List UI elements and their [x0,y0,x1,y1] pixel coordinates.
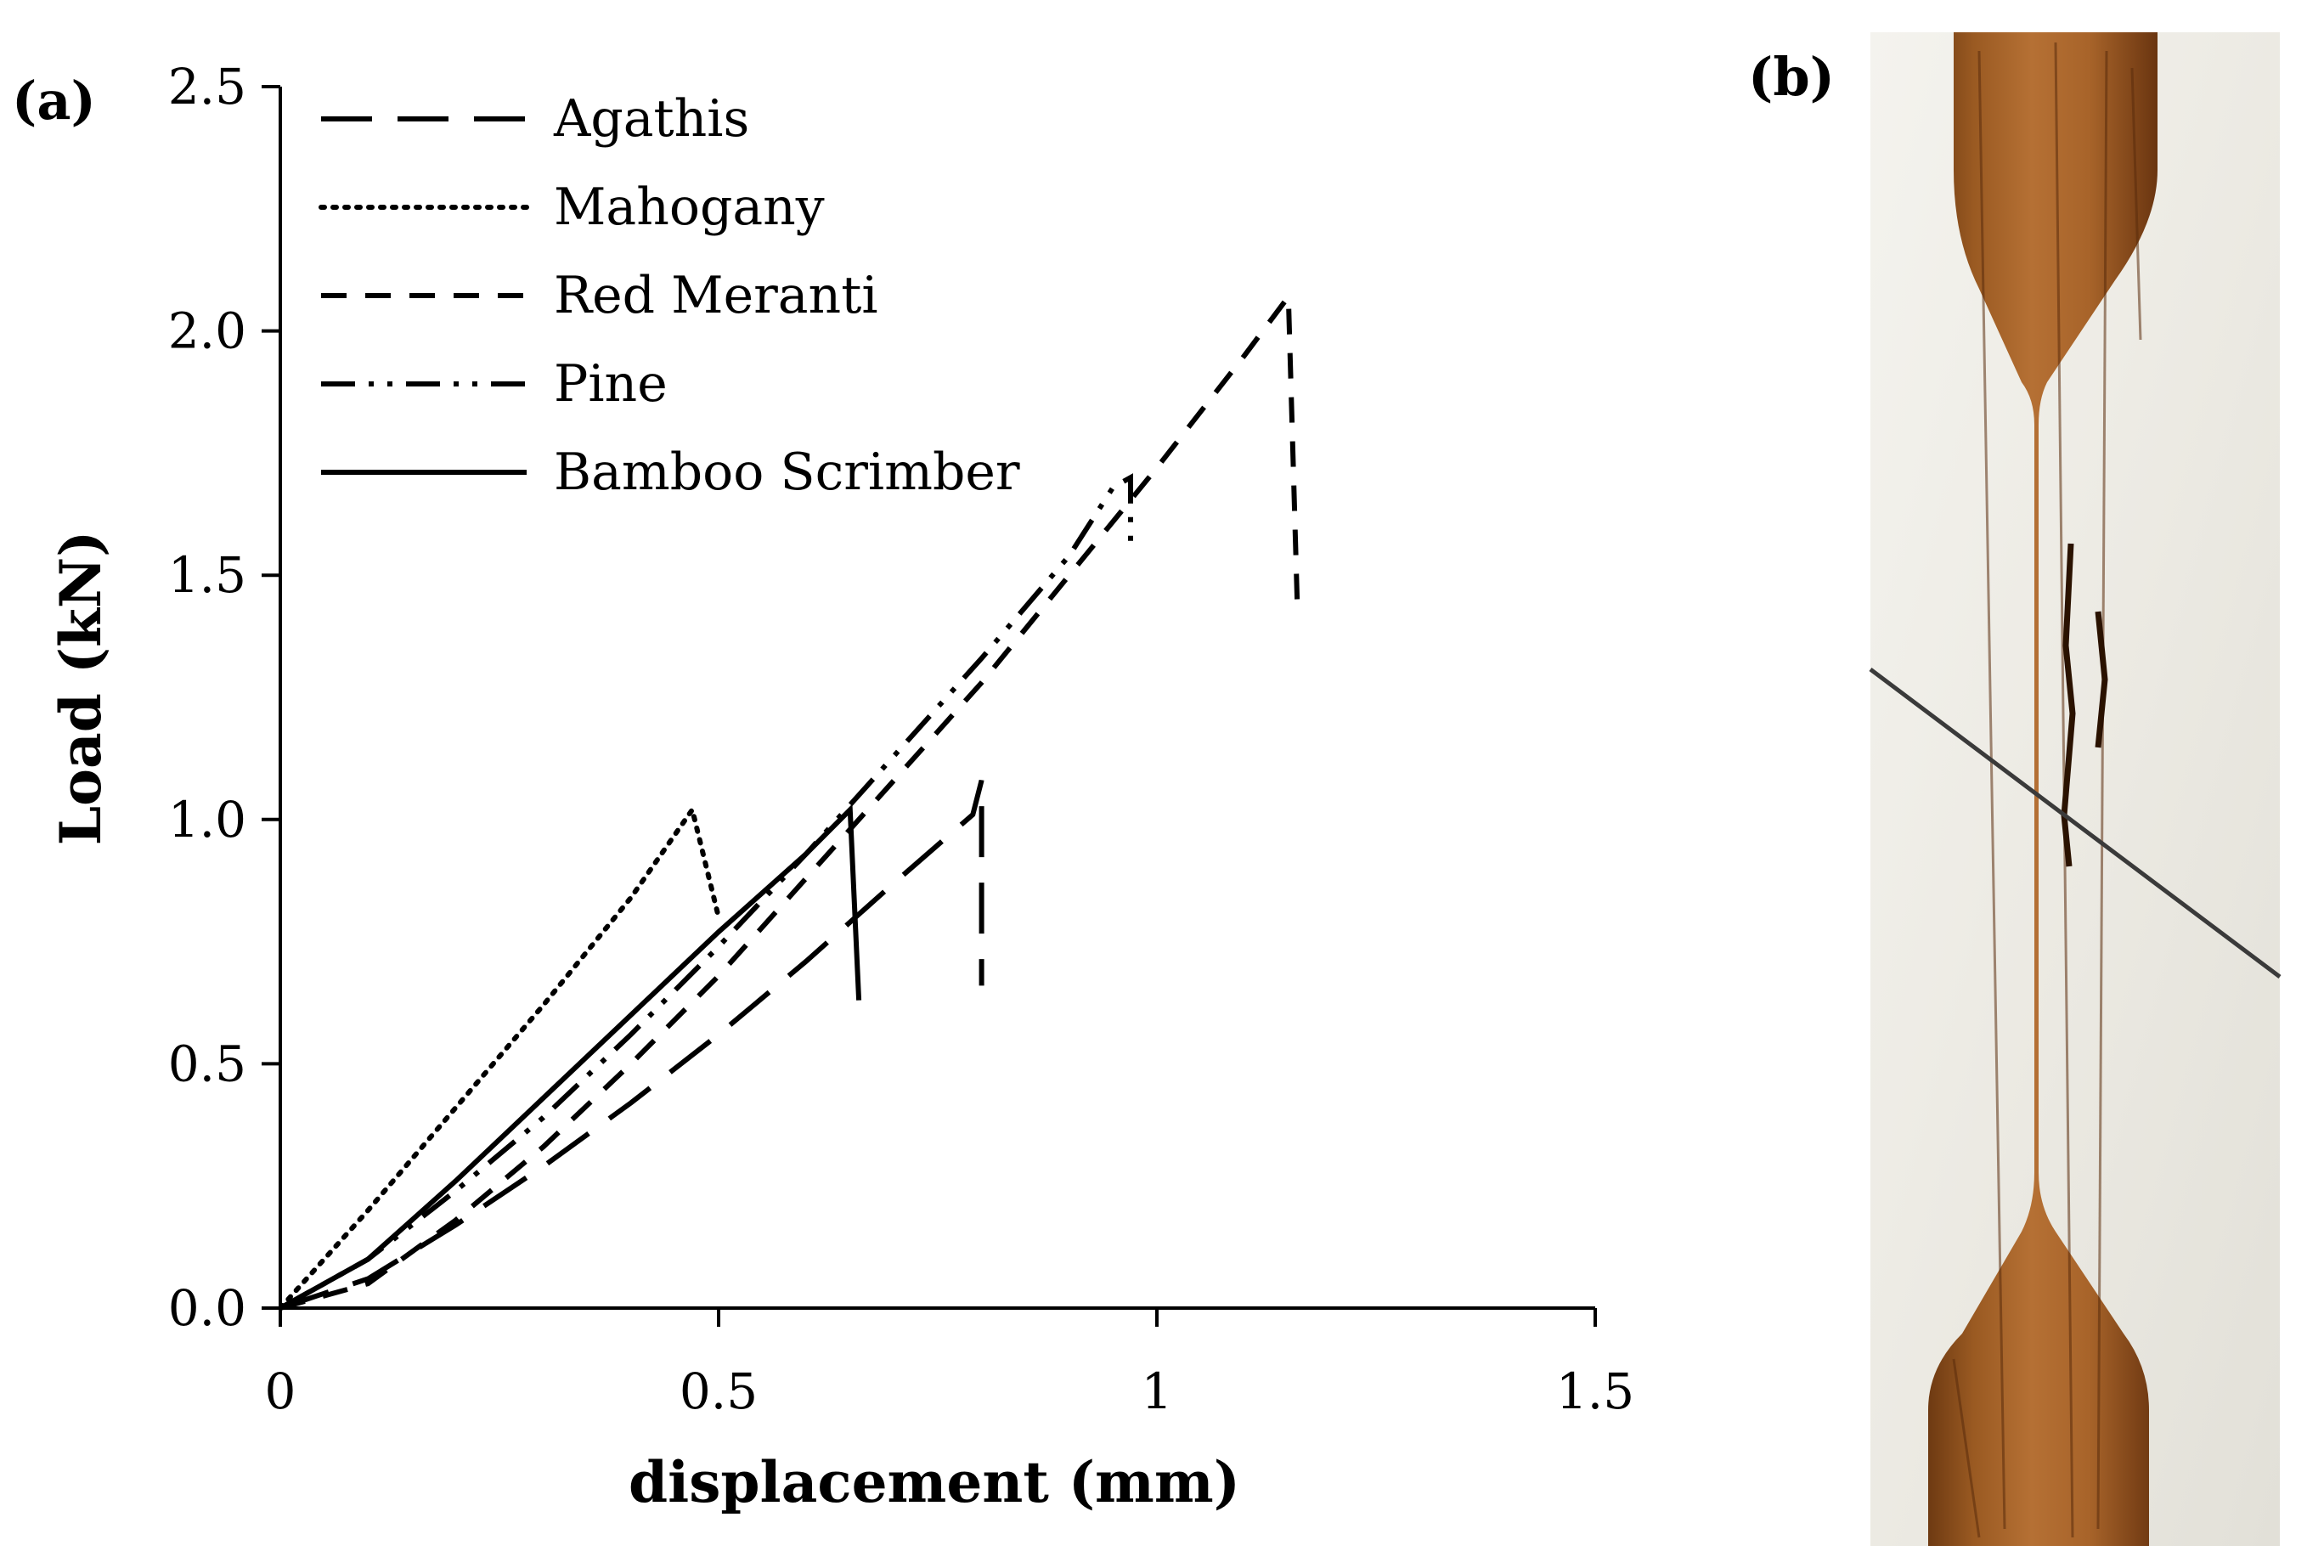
axes [279,87,1595,1310]
legend-label: Red Meranti [554,266,878,325]
legend: Agathis Mahogany Red Meranti Pine Bamboo Scr… [319,89,1020,502]
y-axis-title: Load (kN) [48,531,114,846]
y-tick-label: 1.5 [168,546,246,604]
extensometer-wire [1869,668,2282,979]
series-line-mahogany [278,804,721,1311]
y-tick-label: 2.0 [168,302,246,360]
specimen-photo [1869,32,2282,1546]
y-tick-label: 0.5 [168,1035,246,1092]
y-ticks: 0.0 0.5 1.0 1.5 2.0 2.5 [168,58,280,1337]
legend-label: Bamboo Scrimber [554,443,1020,502]
series-line-red-meranti [279,289,1308,1311]
series-line-pine [279,473,1133,1311]
x-tick-label: 0.5 [680,1362,758,1420]
x-ticks: 0 0.5 1 1.5 [265,1308,1634,1420]
panel-b-label: (b) [1748,46,1835,108]
x-tick-label: 1 [1142,1362,1173,1420]
legend-label: Agathis [553,89,749,149]
panel-a-label: (a) [12,70,96,132]
legend-label: Pine [554,354,668,414]
x-axis-title: displacement (mm) [629,1449,1240,1515]
fracture-crack [2061,543,2108,867]
series-layer [278,289,1308,1311]
y-tick-label: 0.0 [168,1279,246,1337]
y-tick-label: 2.5 [168,58,246,116]
series-line-bamboo-scrimber [279,804,862,1311]
legend-label: Mahogany [554,178,825,237]
y-tick-label: 1.0 [168,791,246,849]
series-line-agathis [279,780,984,1311]
x-tick-label: 1.5 [1556,1362,1634,1420]
x-tick-label: 0 [265,1362,296,1420]
chart-a: 0.0 0.5 1.0 1.5 2.0 2.5 0 0.5 1 1.5 Agathis Mahog… [48,58,1634,1515]
